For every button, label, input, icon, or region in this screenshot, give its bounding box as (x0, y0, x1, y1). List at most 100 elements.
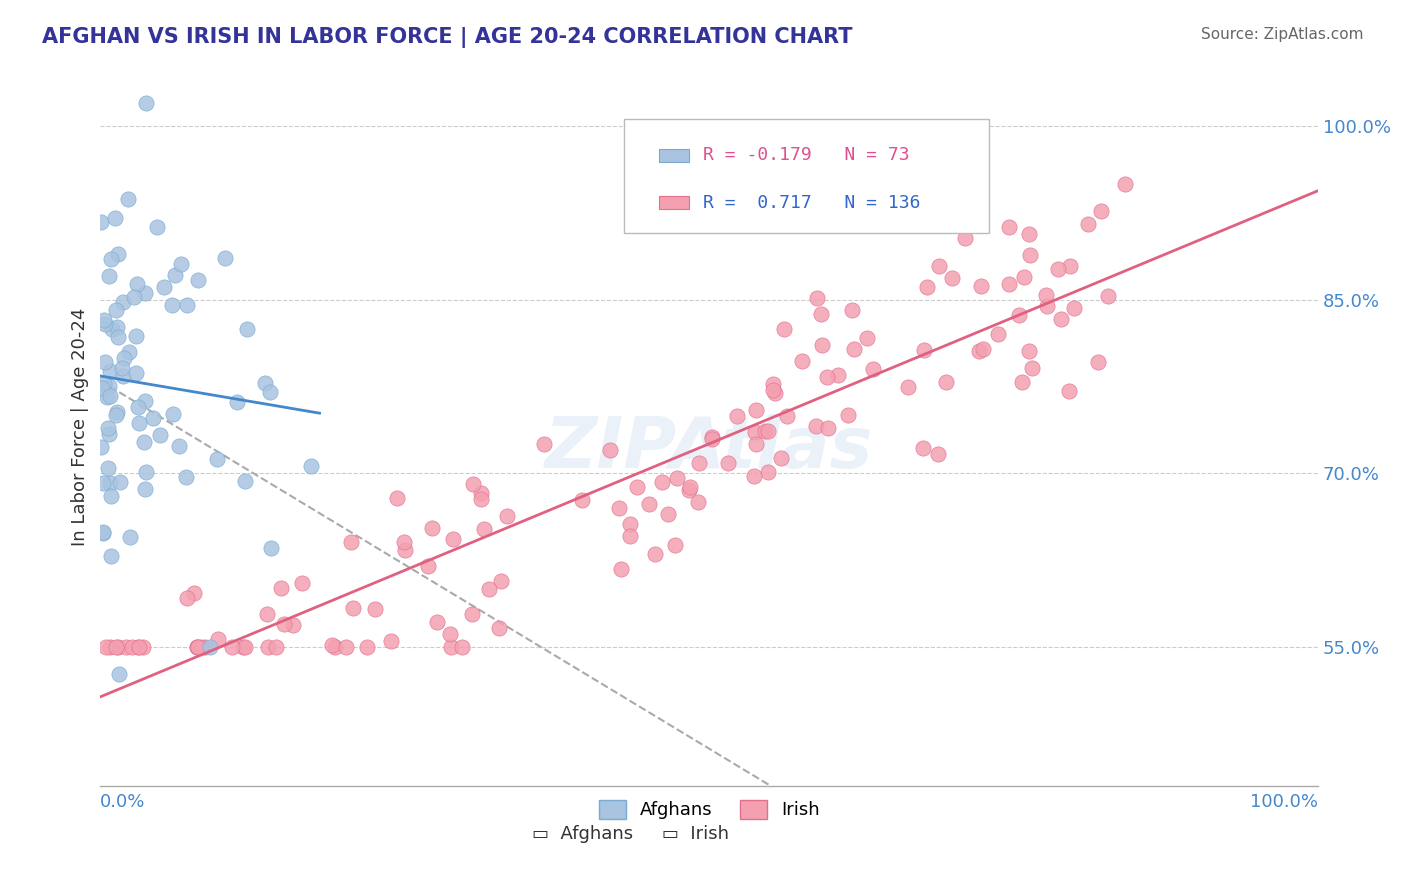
Point (283, 617, 305, 632)
Point (153, 279, 176, 293)
Point (644, 548, 666, 562)
Point (97, 421, 120, 435)
Point (170, 258, 193, 272)
Point (686, 495, 709, 509)
Point (187, 273, 209, 287)
Point (758, 425, 780, 439)
Point (837, 409, 859, 423)
Point (862, 362, 884, 376)
Text: 0.0%: 0.0% (100, 793, 146, 811)
Point (969, 344, 991, 359)
Text: R =  0.717   N = 136: R = 0.717 N = 136 (703, 194, 921, 211)
Point (470, 492, 492, 507)
Point (100, 489, 122, 503)
Point (128, 640, 150, 654)
Point (912, 442, 935, 456)
FancyBboxPatch shape (659, 149, 689, 161)
Point (107, 666, 129, 681)
Point (772, 321, 794, 335)
Point (1063, 301, 1085, 315)
Point (1059, 259, 1081, 273)
Point (339, 535, 361, 549)
Point (841, 303, 863, 318)
Point (700, 430, 723, 444)
Point (1021, 361, 1043, 376)
Point (124, 366, 146, 380)
Point (1114, 178, 1136, 192)
Point (1090, 204, 1112, 219)
Point (385, 491, 408, 505)
Point (619, 516, 641, 531)
Point (744, 437, 766, 451)
Point (817, 420, 839, 434)
Point (619, 529, 641, 543)
Point (187, 640, 209, 654)
Point (394, 542, 416, 557)
Point (108, 475, 131, 489)
Point (111, 361, 134, 376)
Point (270, 581, 292, 595)
Point (162, 298, 184, 312)
Point (98, 269, 121, 284)
Point (186, 640, 208, 654)
Point (107, 640, 129, 654)
Point (380, 633, 402, 648)
Point (441, 532, 464, 546)
Point (176, 470, 198, 484)
Point (571, 492, 593, 507)
Point (356, 640, 378, 654)
Point (496, 509, 519, 524)
Point (301, 458, 323, 473)
Point (856, 330, 879, 344)
Point (233, 474, 256, 488)
Point (165, 268, 187, 282)
Point (221, 640, 243, 654)
Point (665, 471, 688, 485)
Point (134, 482, 156, 496)
Point (364, 601, 387, 615)
Point (134, 285, 156, 300)
Point (811, 338, 834, 352)
Point (104, 409, 127, 423)
Point (114, 640, 136, 654)
Point (98, 475, 121, 490)
Point (194, 640, 217, 654)
Point (198, 640, 221, 655)
Text: AFGHAN VS IRISH IN LABOR FORCE | AGE 20-24 CORRELATION CHART: AFGHAN VS IRISH IN LABOR FORCE | AGE 20-… (42, 27, 852, 48)
Point (762, 383, 785, 397)
FancyBboxPatch shape (659, 196, 689, 209)
Point (112, 294, 135, 309)
Text: ZIPAtlas: ZIPAtlas (546, 414, 873, 483)
Point (94, 355, 117, 369)
Point (463, 477, 485, 491)
Point (987, 326, 1010, 341)
Point (321, 638, 343, 652)
Point (1007, 308, 1029, 322)
Point (105, 303, 128, 318)
Point (90, 440, 112, 454)
Point (105, 405, 128, 419)
Point (207, 452, 229, 467)
Point (810, 307, 832, 321)
Point (91, 381, 114, 395)
Point (997, 277, 1019, 291)
Point (912, 343, 935, 358)
Point (997, 219, 1019, 234)
Point (107, 330, 129, 344)
Point (90, 214, 112, 228)
Point (489, 574, 512, 589)
Point (107, 247, 129, 261)
Point (418, 559, 440, 574)
Point (1087, 355, 1109, 369)
Point (97, 378, 120, 392)
Point (770, 451, 793, 466)
Point (935, 375, 957, 389)
Point (776, 409, 799, 424)
Point (394, 535, 416, 549)
Point (754, 424, 776, 438)
Point (145, 220, 167, 235)
Point (842, 343, 865, 357)
Point (149, 428, 172, 442)
Point (790, 354, 813, 368)
Point (256, 607, 278, 622)
